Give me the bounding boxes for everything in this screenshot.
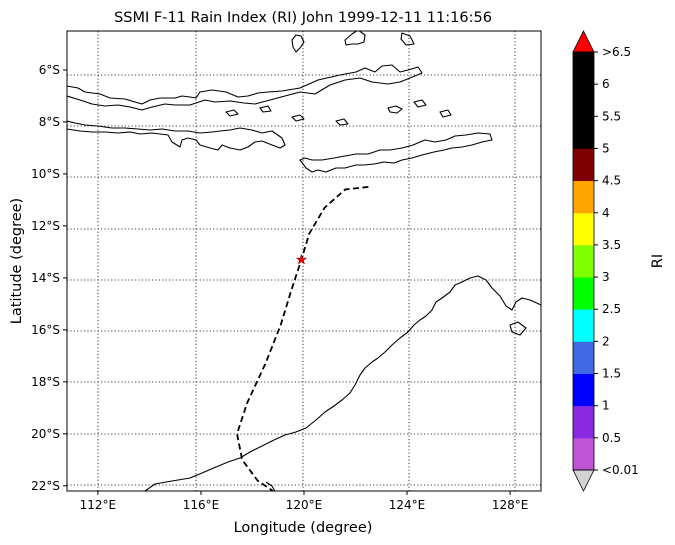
coastline-small-island-10: [439, 109, 452, 118]
y-tick-label: 10°S: [31, 167, 60, 181]
map-title: SSMI F-11 Rain Index (RI) John 1999-12-1…: [114, 10, 492, 26]
colorbar-segment: [573, 437, 594, 471]
colorbar-segment: [573, 309, 594, 342]
storm-track-line: [236, 186, 369, 491]
y-tick-label: 14°S: [31, 271, 60, 285]
x-tick-label: 116°E: [183, 498, 220, 512]
colorbar-segment: [573, 116, 594, 149]
map-plot-area: [67, 31, 541, 491]
coastline-australia-inlet-2: [265, 481, 276, 491]
colorbar-under-arrow: [572, 469, 595, 492]
coastline-australia-inlet-1: [509, 321, 527, 336]
colorbar-tick-label: 3.5: [602, 238, 621, 252]
colorbar-tick-label: 4: [602, 206, 610, 220]
x-tick-label: 128°E: [492, 498, 529, 512]
colorbar-segment: [573, 244, 594, 278]
y-tick-label: 12°S: [31, 219, 60, 233]
y-tick-label: 6°S: [39, 63, 60, 77]
x-tick-label: 124°E: [389, 498, 426, 512]
colorbar-tick-label: 5.5: [602, 109, 621, 123]
colorbar-tick-label: 0.5: [602, 431, 621, 445]
y-axis-label: Latitude (degree): [9, 198, 25, 324]
colorbar-segment: [573, 341, 594, 374]
coastline-small-island-8: [291, 114, 305, 122]
y-tick-label: 16°S: [31, 323, 60, 337]
colorbar-segment: [573, 277, 594, 310]
x-tick-label: 120°E: [286, 498, 323, 512]
colorbar-tick-label: 5: [602, 141, 610, 155]
colorbar-segment: [573, 148, 594, 182]
y-tick-label: 20°S: [31, 427, 60, 441]
colorbar-tick-label: 2.5: [602, 302, 621, 316]
coastline-small-island-7: [259, 105, 272, 113]
colorbar-tick-label: >6.5: [602, 45, 631, 59]
colorbar-tick-label: 6: [602, 77, 610, 91]
coastline-flores: [67, 64, 423, 111]
colorbar-tick-label: <0.01: [602, 463, 639, 477]
x-axis-label: Longitude (degree): [234, 520, 373, 536]
colorbar-tick-label: 2: [602, 334, 610, 348]
colorbar-tick-label: 1: [602, 399, 610, 413]
storm-position-marker: [295, 253, 308, 265]
colorbar-segment: [573, 405, 594, 439]
colorbar-segment: [573, 212, 594, 246]
coastline-small-island-1: [291, 34, 305, 53]
coastline-small-island-5: [413, 99, 427, 108]
y-tick-label: 8°S: [39, 115, 60, 129]
colorbar-segment: [573, 52, 594, 85]
colorbar: <0.01 0.5 1 1.5 2 2.5 3 3.5 4 4.5 5 5.5 6 >6.5: [572, 30, 639, 492]
colorbar-segment: [573, 373, 594, 407]
colorbar-tick-label: 4.5: [602, 174, 621, 188]
map-background: [67, 31, 541, 491]
coastline-sumba: [67, 120, 286, 151]
colorbar-tick-label: 3: [602, 270, 610, 284]
colorbar-over-arrow: [572, 30, 595, 53]
colorbar-label: RI: [650, 254, 666, 268]
x-tick-label: 112°E: [80, 498, 117, 512]
colorbar-frame: [572, 51, 595, 471]
colorbar-segment: [573, 84, 594, 117]
coastline-small-island-4: [387, 105, 403, 114]
x-axis-ticks: 112°E 116°E 120°E 124°E 128°E: [80, 491, 529, 512]
coastline-small-island-2: [344, 31, 366, 46]
coastline-timor: [299, 132, 493, 173]
grid-lines: [67, 31, 541, 491]
coastline-small-island-6: [225, 109, 239, 117]
coastline-small-island-9: [335, 118, 349, 126]
y-tick-label: 18°S: [31, 375, 60, 389]
colorbar-segment: [573, 180, 594, 214]
y-axis-ticks: 6°S 8°S 10°S 12°S 14°S 16°S 18°S 20°S 22°S: [31, 63, 67, 493]
colorbar-tick-label: 1.5: [602, 367, 621, 381]
y-tick-label: 22°S: [31, 479, 60, 493]
